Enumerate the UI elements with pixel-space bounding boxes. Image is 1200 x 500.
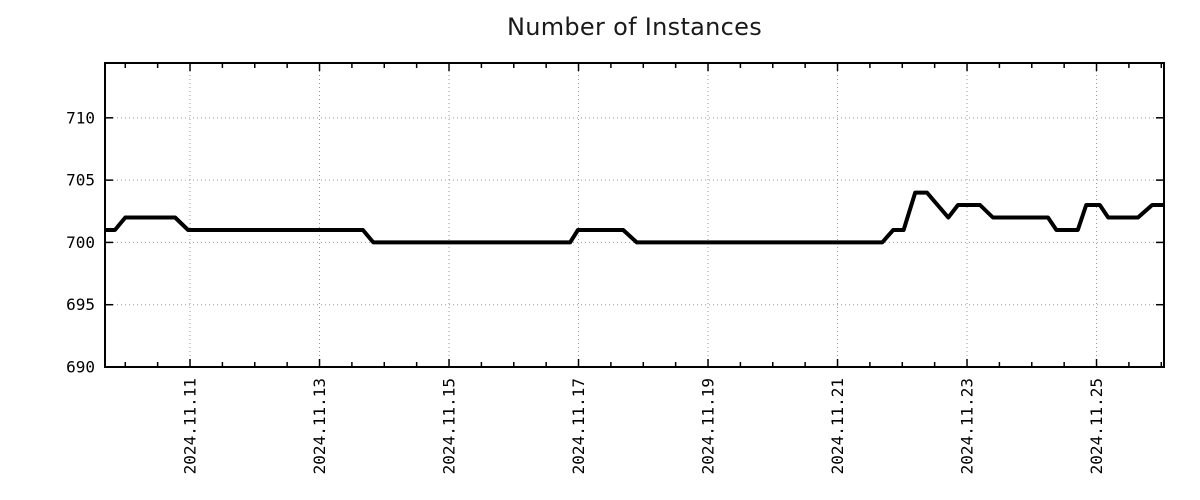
series-line — [105, 190, 1164, 245]
x-tick-label: 2024.11.17 — [569, 378, 588, 474]
chart-title: Number of Instances — [506, 13, 763, 41]
x-tick-label: 2024.11.15 — [440, 378, 459, 474]
y-tick-label: 695 — [66, 295, 95, 314]
plot-border — [104, 62, 1165, 368]
x-tick-label: 2024.11.25 — [1087, 378, 1106, 474]
y-tick-label: 690 — [66, 358, 95, 377]
y-tick-label: 700 — [66, 233, 95, 252]
y-tick-label: 710 — [66, 108, 95, 127]
x-tick-label: 2024.11.13 — [310, 378, 329, 474]
x-tick-label: 2024.11.21 — [828, 378, 847, 474]
x-tick-label: 2024.11.11 — [181, 378, 200, 474]
y-tick-label: 705 — [66, 171, 95, 190]
x-tick-label: 2024.11.23 — [958, 378, 977, 474]
x-tick-label: 2024.11.19 — [699, 378, 718, 474]
